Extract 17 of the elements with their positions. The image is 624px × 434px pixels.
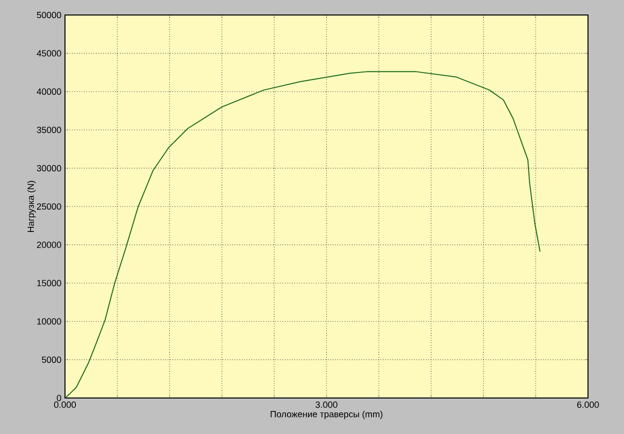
y-tick-label: 50000 [36,12,62,18]
y-tick-label: 0 [56,394,62,402]
line-series [65,71,541,398]
x-tick-label: 0.000 [54,402,76,408]
y-tick-label: 35000 [36,126,62,134]
x-axis-title: Положение траверсы (mm) [270,410,382,420]
y-tick-label: 10000 [37,318,62,325]
y-axis-title: Нагрузка (N) [27,180,36,232]
y-tick-label: 40000 [36,88,62,95]
y-tick-label: 20000 [37,242,62,248]
y-tick-label: 45000 [36,50,62,56]
x-tick-label: 6.000 [577,402,599,408]
x-tick-label: 3.000 [316,402,338,408]
y-tick-label: 15000 [37,280,62,286]
y-tick-label: 25000 [37,203,62,210]
y-tick-label: 5000 [42,356,62,363]
y-tick-label: 30000 [36,165,62,172]
